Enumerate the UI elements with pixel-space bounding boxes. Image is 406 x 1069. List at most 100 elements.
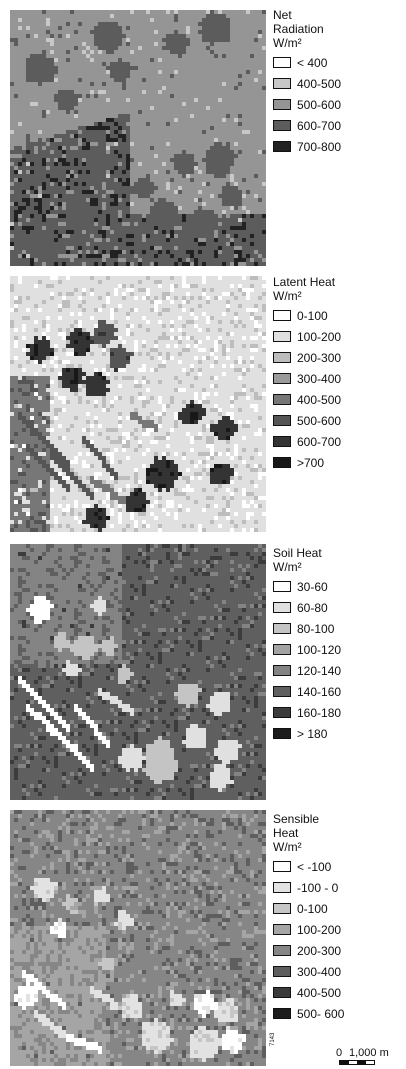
legend-item: 300-400 — [273, 961, 403, 982]
legend-swatch — [273, 945, 291, 956]
legend-units: W/m² — [273, 36, 302, 50]
legend-item: >700 — [273, 452, 403, 473]
legend-label: 80-100 — [297, 621, 335, 636]
legend-item: < 400 — [273, 52, 403, 73]
legend-label: 200-300 — [297, 943, 342, 958]
legend-item: 100-200 — [273, 326, 403, 347]
latent-heat-map — [10, 276, 266, 532]
soil-heat-map — [10, 544, 266, 800]
legend-item: 600-700 — [273, 431, 403, 452]
legend-item: 200-300 — [273, 940, 403, 961]
legend-item: 500-600 — [273, 94, 403, 115]
latent-heat-legend: Latent Heat W/m² 0-100 100-200 200-300 3… — [273, 275, 403, 473]
legend-swatch — [273, 686, 291, 697]
legend-swatch — [273, 141, 291, 152]
legend-label: >700 — [297, 455, 325, 470]
legend-swatch — [273, 352, 291, 363]
legend-label: 140-160 — [297, 684, 342, 699]
legend-swatch — [273, 966, 291, 977]
legend-swatch — [273, 310, 291, 321]
legend-item: 140-160 — [273, 681, 403, 702]
legend-label: 120-140 — [297, 663, 342, 678]
legend-item: 30-60 — [273, 576, 403, 597]
legend-label: > 180 — [297, 726, 328, 741]
legend-swatch — [273, 707, 291, 718]
legend-swatch — [273, 120, 291, 131]
legend-swatch — [273, 602, 291, 613]
legend-swatch — [273, 78, 291, 89]
legend-label: 100-200 — [297, 329, 342, 344]
legend-item: 700-800 — [273, 136, 403, 157]
legend-label: -100 - 0 — [297, 880, 339, 895]
legend-swatch — [273, 728, 291, 739]
legend-label: 100-200 — [297, 922, 342, 937]
legend-swatch — [273, 394, 291, 405]
legend-label: < 400 — [297, 55, 328, 70]
scale-zero-label: 0 — [336, 1047, 343, 1059]
sensible-heat-map — [10, 810, 266, 1066]
legend-swatch — [273, 924, 291, 935]
legend-label: 500- 600 — [297, 1006, 345, 1021]
legend-item: 200-300 — [273, 347, 403, 368]
legend-swatch — [273, 665, 291, 676]
legend-swatch — [273, 415, 291, 426]
legend-item: 120-140 — [273, 660, 403, 681]
legend-item: 400-500 — [273, 73, 403, 94]
legend-label: 400-500 — [297, 76, 342, 91]
scale-max-label: 1,000 m — [349, 1047, 389, 1059]
legend-swatch — [273, 457, 291, 468]
legend-swatch — [273, 1008, 291, 1019]
legend-item: 600-700 — [273, 115, 403, 136]
legend-swatch — [273, 644, 291, 655]
legend-swatch — [273, 882, 291, 893]
legend-label: < -100 — [297, 859, 332, 874]
legend-item: 60-80 — [273, 597, 403, 618]
legend-label: 60-80 — [297, 600, 328, 615]
legend-swatch — [273, 373, 291, 384]
legend-item: < -100 — [273, 856, 403, 877]
figure-id: 7143 — [270, 1032, 276, 1046]
legend-title-line: Sensible — [273, 812, 320, 826]
legend-title-line: Heat — [273, 826, 299, 840]
scale-bar-graphic — [339, 1060, 375, 1065]
legend-label: 160-180 — [297, 705, 342, 720]
legend-item: 0-100 — [273, 898, 403, 919]
legend-label: 30-60 — [297, 579, 328, 594]
legend-item: 400-500 — [273, 389, 403, 410]
legend-swatch — [273, 861, 291, 872]
legend-swatch — [273, 99, 291, 110]
legend-label: 300-400 — [297, 964, 342, 979]
legend-title-line: Soil Heat — [273, 546, 322, 560]
legend-item: 100-120 — [273, 639, 403, 660]
legend-units: W/m² — [273, 560, 302, 574]
legend-label: 100-120 — [297, 642, 342, 657]
sensible-heat-legend: Sensible Heat W/m² < -100 -100 - 0 0-100… — [273, 812, 403, 1024]
legend-label: 500-600 — [297, 97, 342, 112]
legend-item: > 180 — [273, 723, 403, 744]
legend-label: 500-600 — [297, 413, 342, 428]
legend-swatch — [273, 623, 291, 634]
legend-swatch — [273, 987, 291, 998]
legend-item: 100-200 — [273, 919, 403, 940]
net-radiation-legend: Net Radiation W/m² < 400 400-500 500-600… — [273, 8, 403, 157]
legend-item: 0-100 — [273, 305, 403, 326]
legend-label: 0-100 — [297, 901, 328, 916]
legend-label: 400-500 — [297, 392, 342, 407]
legend-title-line: Radiation — [273, 22, 324, 36]
legend-swatch — [273, 331, 291, 342]
legend-label: 400-500 — [297, 985, 342, 1000]
soil-heat-legend: Soil Heat W/m² 30-60 60-80 80-100 100-12… — [273, 546, 403, 744]
legend-swatch — [273, 581, 291, 592]
legend-item: 80-100 — [273, 618, 403, 639]
legend-swatch — [273, 903, 291, 914]
legend-label: 700-800 — [297, 139, 342, 154]
legend-swatch — [273, 436, 291, 447]
legend-item: 500- 600 — [273, 1003, 403, 1024]
legend-label: 0-100 — [297, 308, 328, 323]
legend-item: 160-180 — [273, 702, 403, 723]
legend-item: 500-600 — [273, 410, 403, 431]
net-radiation-map — [10, 10, 266, 266]
legend-label: 200-300 — [297, 350, 342, 365]
legend-item: -100 - 0 — [273, 877, 403, 898]
legend-swatch — [273, 57, 291, 68]
